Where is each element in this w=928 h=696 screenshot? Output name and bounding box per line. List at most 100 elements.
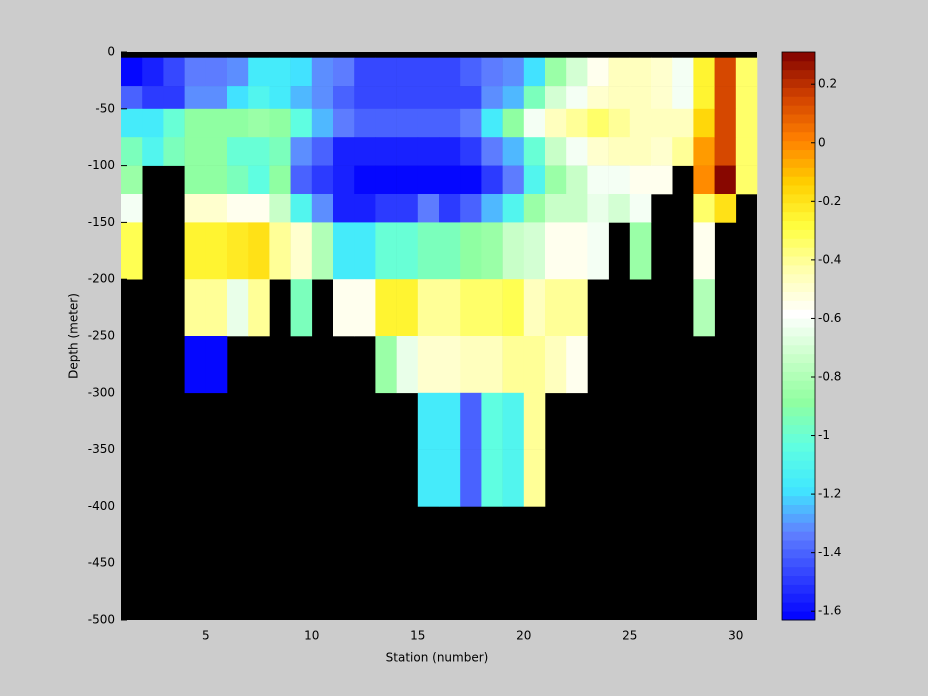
heatmap-cell xyxy=(566,222,588,280)
heatmap-cell xyxy=(502,108,525,138)
heatmap-cell xyxy=(714,194,737,223)
heatmap-cell xyxy=(248,165,270,195)
heatmap-cell xyxy=(354,57,376,87)
colorbar-swatch xyxy=(782,575,815,585)
heatmap-cell xyxy=(629,86,652,110)
heatmap-cell xyxy=(523,194,546,223)
y-tick-label: -200 xyxy=(88,272,115,286)
heatmap-cell xyxy=(502,392,525,450)
heatmap-cell xyxy=(396,108,419,138)
y-tick-label: -150 xyxy=(88,215,115,229)
heatmap-cell xyxy=(587,108,609,138)
y-tick-label: 0 xyxy=(107,45,115,59)
heatmap-cell xyxy=(714,57,737,87)
heatmap-cell xyxy=(481,165,503,195)
heatmap-cell xyxy=(269,165,291,195)
heatmap-cell xyxy=(587,57,609,87)
heatmap-cell xyxy=(481,279,503,337)
heatmap-cell xyxy=(481,194,503,223)
heatmap-cell xyxy=(629,194,652,223)
heatmap-cell xyxy=(693,86,715,110)
colorbar-swatch xyxy=(782,451,815,461)
heatmap-cell xyxy=(460,165,482,195)
y-tick-label: -100 xyxy=(88,158,115,172)
colorbar-swatch xyxy=(782,282,815,293)
heatmap-cell xyxy=(375,336,397,394)
colorbar-swatch xyxy=(782,229,815,239)
heatmap-cell xyxy=(523,336,546,394)
heatmap-cell xyxy=(481,449,503,507)
heatmap-cell xyxy=(227,194,249,223)
colorbar-swatch xyxy=(782,362,815,372)
heatmap-cell xyxy=(566,194,588,223)
heatmap-cell xyxy=(439,165,461,195)
heatmap-cell xyxy=(502,57,525,87)
heatmap-cell xyxy=(184,279,207,337)
heatmap-cell xyxy=(629,165,652,195)
colorbar-swatch xyxy=(782,424,815,435)
heatmap-cell xyxy=(354,165,376,195)
heatmap-cell xyxy=(396,165,419,195)
heatmap-cell xyxy=(227,86,249,110)
heatmap-cell xyxy=(460,279,482,337)
heatmap-cell xyxy=(460,86,482,110)
heatmap-cell xyxy=(163,86,185,110)
heatmap-cell xyxy=(502,86,525,110)
heatmap-cell xyxy=(735,57,758,87)
heatmap-cell xyxy=(672,86,694,110)
heatmap-cell xyxy=(290,194,313,223)
colorbar-swatch xyxy=(782,504,815,514)
heatmap-cell xyxy=(545,57,567,87)
colorbar-swatch xyxy=(782,52,815,62)
heatmap-cell xyxy=(672,137,694,166)
colorbar-swatch xyxy=(782,96,815,106)
heatmap-cell xyxy=(121,165,143,195)
colorbar-swatch xyxy=(782,265,815,275)
heatmap-cell xyxy=(502,222,525,280)
heatmap-cell xyxy=(205,165,228,195)
y-tick-label: -400 xyxy=(88,499,115,513)
colorbar-swatch xyxy=(782,611,815,621)
heatmap-cell xyxy=(417,279,440,337)
heatmap-cell xyxy=(375,86,397,110)
heatmap-cell xyxy=(121,222,143,280)
heatmap-cell xyxy=(354,86,376,110)
heatmap-cell xyxy=(311,194,334,223)
heatmap-cell xyxy=(714,108,737,138)
colorbar-frame xyxy=(781,51,816,621)
heatmap-cell xyxy=(545,194,567,223)
heatmap-cell xyxy=(651,108,673,138)
heatmap-cell xyxy=(396,336,419,394)
colorbar-swatch xyxy=(782,433,815,443)
colorbar-swatch xyxy=(782,176,815,186)
heatmap-cell xyxy=(629,57,652,87)
heatmap-cell xyxy=(248,86,270,110)
heatmap-cell xyxy=(205,137,228,166)
heatmap-cell xyxy=(460,449,482,507)
colorbar-swatch xyxy=(782,300,815,310)
heatmap-cell xyxy=(439,449,461,507)
colorbar-swatch xyxy=(782,522,815,532)
heatmap-cell xyxy=(587,194,609,223)
heatmap-cell xyxy=(163,57,185,87)
colorbar-swatch xyxy=(782,380,815,390)
heatmap-cell xyxy=(311,137,334,166)
heatmap-cell xyxy=(714,86,737,110)
heatmap-cell xyxy=(269,137,291,166)
heatmap-cell xyxy=(269,86,291,110)
heatmap-cell xyxy=(651,86,673,110)
heatmap-cell xyxy=(375,57,397,87)
heatmap-cell xyxy=(693,57,715,87)
heatmap-cell xyxy=(523,392,546,450)
heatmap-cell xyxy=(735,86,758,110)
heatmap-cell xyxy=(439,279,461,337)
heatmap-cell xyxy=(481,336,503,394)
x-tick-label: 5 xyxy=(202,629,210,643)
colorbar-tick-label: -1.6 xyxy=(818,604,841,618)
heatmap-cell xyxy=(523,108,546,138)
heatmap-cell xyxy=(354,279,376,337)
colorbar-swatch xyxy=(782,202,815,213)
heatmap-cell xyxy=(333,86,355,110)
heatmap-cell xyxy=(502,165,525,195)
heatmap-cell xyxy=(333,57,355,87)
